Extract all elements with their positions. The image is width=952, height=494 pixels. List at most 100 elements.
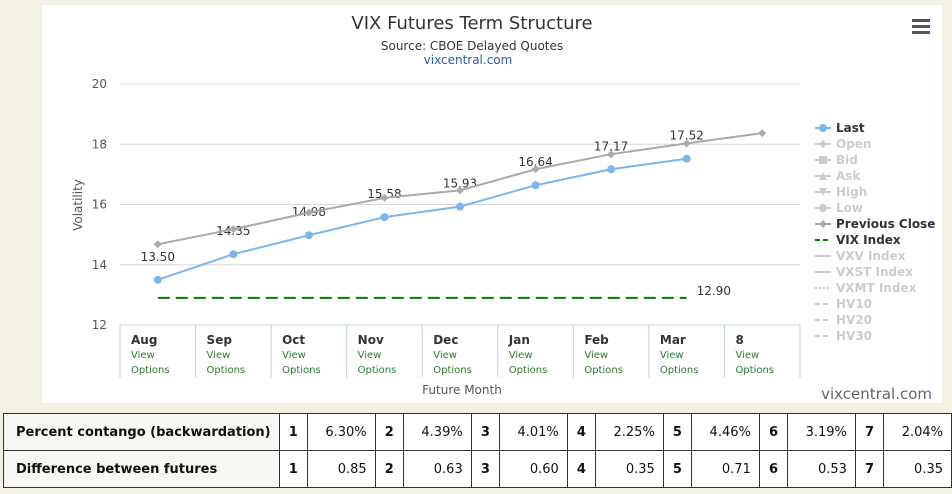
data-point [456,186,464,195]
row-label: Percent contango (backwardation) [3,413,280,451]
cell-value: 4.46% [691,413,760,451]
cell-value: 6.30% [306,413,376,451]
month-index: 1 [278,450,308,488]
x-tick-label: Feb [584,333,609,347]
legend-item[interactable]: VIX Index [815,233,901,247]
view-options-link[interactable]: View Options [433,350,472,376]
data-point [456,202,464,211]
legend-label: HV30 [836,329,872,343]
chart: VIX Futures Term Structure Source: CBOE … [42,5,942,403]
legend-label: HV10 [836,297,872,311]
data-point [229,225,238,234]
data-point [607,150,616,159]
view-options-link[interactable]: View Options [735,350,774,376]
cell-value: 3.19% [787,413,856,451]
series-line [157,157,687,281]
view-options-link[interactable]: View Options [131,350,170,376]
legend-label: Ask [836,169,861,183]
legend-marker [819,220,827,228]
cell-value: 0.35 [595,450,664,488]
data-point [380,213,389,222]
contango-table: Percent contango (backwardation) 1 6.30% 2 4… [3,413,952,488]
month-index: 7 [854,450,885,488]
month-index: 4 [566,450,597,488]
view-options-link[interactable]: View Options [509,350,548,376]
x-tick-label: Oct [282,333,305,347]
data-label: 12.90 [697,284,731,298]
source-link[interactable]: vixcentral.com [424,53,513,67]
legend-label: Previous Close [836,217,935,231]
legend-item[interactable]: High [815,185,867,199]
cell-value: 4.01% [498,413,568,451]
cell-value: 4.39% [402,413,472,451]
x-tick-label: Jan [508,333,530,347]
view-options-link[interactable]: View Options [660,350,699,376]
data-point [682,154,691,163]
month-index: 6 [758,450,789,488]
legend-marker [819,204,827,212]
legend-marker [819,140,827,148]
view-options-link[interactable]: View Options [358,350,397,376]
legend-label: VXMT Index [836,281,917,295]
legend-label: High [836,185,867,199]
chart-title: VIX Futures Term Structure [351,13,592,34]
month-index: 3 [470,450,500,488]
legend-label: Last [836,121,865,135]
view-options-link[interactable]: View Options [207,350,246,376]
cell-value: 0.35 [883,450,952,488]
month-index: 5 [662,450,693,488]
legend-item[interactable]: Last [815,121,865,135]
legend-marker [819,124,827,132]
legend-label: Bid [836,153,858,167]
x-tick-label: Sep [207,333,233,347]
legend-item[interactable]: Open [815,137,871,151]
y-tick-label: 14 [92,258,107,272]
legend-item[interactable]: VXST Index [815,265,913,279]
data-point [380,193,389,202]
cell-value: 0.71 [691,450,760,488]
legend-item[interactable]: HV20 [815,313,872,327]
cell-value: 2.04% [883,413,952,451]
y-tick-label: 16 [92,198,107,212]
legend-item[interactable]: Low [815,201,863,215]
month-index: 3 [470,413,500,451]
data-label: 17.52 [669,129,703,143]
view-options-link[interactable]: View Options [584,350,623,376]
legend-label: VXV Index [836,249,906,263]
month-index: 2 [374,450,404,488]
legend-item[interactable]: Ask [815,169,861,183]
x-axis-label: Future Month [422,383,502,397]
data-label: 17.17 [594,139,628,153]
cell-value: 0.63 [402,450,472,488]
legend-item[interactable]: VXV Index [815,249,906,263]
legend-marker [819,172,827,180]
menu-button[interactable] [912,19,930,34]
data-label: 16.64 [518,155,552,169]
legend-item[interactable]: HV10 [815,297,872,311]
data-point [531,181,540,190]
view-options-link[interactable]: View Options [282,350,321,376]
data-point [607,165,616,174]
cell-value: 0.53 [787,450,856,488]
legend-label: VXST Index [836,265,913,279]
row-label: Difference between futures [3,450,280,488]
credit[interactable]: vixcentral.com [821,385,932,403]
legend-item[interactable]: Bid [815,153,858,167]
cell-value: 2.25% [595,413,664,451]
y-tick-label: 18 [92,137,107,151]
data-point [153,275,162,284]
month-index: 1 [278,413,308,451]
data-label: 13.50 [141,250,175,264]
data-point [304,208,313,217]
month-index: 4 [566,413,597,451]
month-index: 2 [374,413,404,451]
legend-item[interactable]: HV30 [815,329,872,343]
legend-item[interactable]: VXMT Index [815,281,917,295]
y-tick-label: 12 [92,318,107,332]
legend-item[interactable]: Previous Close [815,217,935,231]
x-tick-label: Mar [660,333,686,347]
data-point [153,240,162,249]
cell-value: 0.60 [498,450,568,488]
x-tick-label: Aug [131,333,157,347]
